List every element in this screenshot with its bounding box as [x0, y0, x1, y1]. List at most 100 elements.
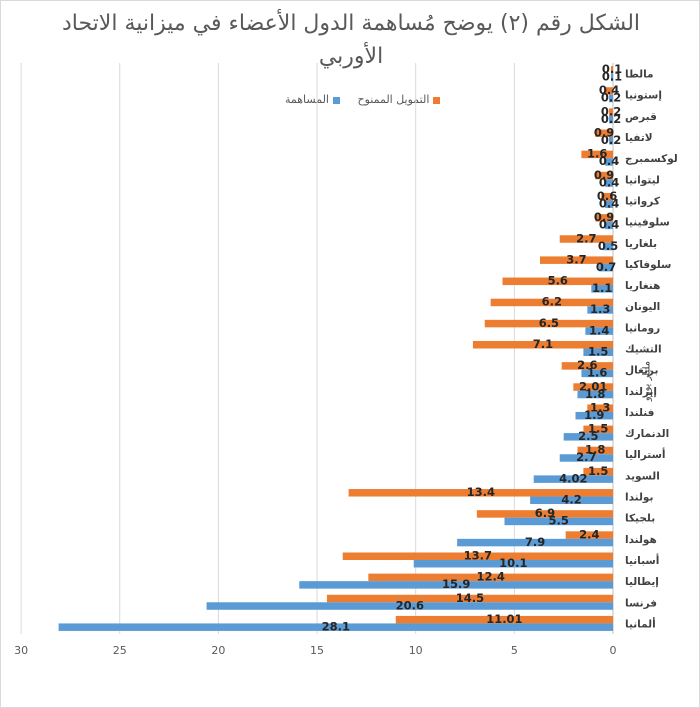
legend-label-funding: التمويل الممنوح	[357, 93, 430, 106]
contribution-bar	[206, 602, 613, 610]
contribution-bar	[504, 517, 613, 526]
funding-data-label: 3.7	[566, 252, 586, 266]
funding-data-label: 7.1	[533, 337, 553, 351]
category-label: السويد	[625, 470, 660, 482]
contribution-data-label: 28.1	[322, 619, 350, 633]
contribution-data-label: 0.4	[599, 196, 619, 210]
contribution-bar	[603, 242, 613, 251]
category-label: برتغال	[625, 365, 658, 377]
contribution-bar	[530, 496, 613, 505]
contribution-bar	[605, 158, 613, 166]
x-tick-label: 0	[610, 644, 617, 657]
funding-bar	[611, 66, 613, 74]
funding-bar	[581, 150, 613, 159]
contribution-data-label: 0.4	[599, 218, 619, 232]
contribution-data-label: 0.5	[598, 239, 618, 253]
x-tick-label: 10	[409, 644, 423, 657]
funding-data-label: 14.5	[456, 591, 484, 605]
contribution-bar	[563, 433, 613, 441]
x-tick-label: 25	[113, 644, 127, 657]
funding-bar	[559, 235, 613, 243]
funding-data-label: 0.4	[599, 83, 619, 97]
contribution-data-label: 0.7	[596, 260, 616, 274]
funding-data-label: 0.9	[594, 210, 614, 224]
funding-data-label: 1.5	[588, 464, 608, 478]
contribution-data-label: 5.5	[549, 514, 569, 528]
contribution-bar	[609, 137, 613, 145]
contribution-bar	[577, 390, 613, 399]
funding-bar	[484, 319, 613, 328]
contribution-data-label: 4.02	[559, 471, 587, 485]
contribution-bar	[413, 559, 613, 568]
contribution-bar	[609, 94, 613, 103]
legend-item-contribution: المساهمة	[285, 93, 340, 106]
contribution-bar	[587, 306, 613, 314]
category-label: بلجيكا	[625, 513, 655, 525]
contribution-data-label: 1.3	[590, 302, 610, 316]
category-label: مالطا	[625, 69, 654, 81]
contribution-bar	[58, 623, 614, 631]
contribution-bar	[605, 221, 613, 230]
contribution-bar	[591, 285, 613, 293]
funding-data-label: 0.2	[601, 104, 621, 118]
funding-data-label: 0.1	[602, 62, 622, 76]
funding-data-label: 6.9	[535, 506, 555, 520]
category-label: هنغاريا	[625, 280, 660, 292]
contribution-data-label: 1.6	[587, 366, 607, 380]
x-tick-label: 5	[511, 644, 518, 657]
contribution-data-label: 7.9	[525, 535, 545, 549]
contribution-data-label: 20.6	[396, 598, 424, 612]
funding-data-label: 1.5	[588, 422, 608, 436]
x-tick-label: 30	[14, 644, 28, 657]
contribution-data-label: 1.9	[584, 408, 604, 422]
funding-data-label: 5.6	[548, 274, 568, 288]
contribution-data-label: 2.5	[578, 429, 598, 443]
funding-bar	[348, 489, 613, 497]
funding-bar	[472, 341, 613, 349]
funding-bar	[539, 256, 613, 264]
contribution-bar	[609, 115, 613, 124]
funding-data-label: 11.01	[486, 612, 522, 626]
contribution-data-label: 0.4	[599, 175, 619, 189]
contribution-data-label: 0.4	[599, 154, 619, 168]
contribution-data-label: 1.4	[589, 323, 609, 337]
category-label: قبرص	[625, 111, 657, 123]
contribution-bar	[583, 348, 613, 356]
category-label: اليونان	[625, 301, 660, 313]
contribution-bar	[611, 73, 613, 82]
funding-bar	[583, 425, 613, 434]
funding-data-label: 1.6	[587, 147, 607, 161]
category-label: رومانيا	[625, 322, 660, 334]
contribution-bar	[299, 581, 613, 589]
category-label: أستراليا	[625, 447, 666, 461]
contribution-data-label: 0.1	[602, 70, 622, 84]
funding-data-label: 0.6	[597, 189, 617, 203]
chart-title: الشكل رقم (٢) يوضح مُساهمة الدول الأعضاء…	[61, 11, 641, 69]
funding-data-label: 6.5	[539, 316, 559, 330]
category-label: التشيك	[625, 344, 662, 356]
funding-bar	[605, 87, 613, 95]
funding-bar	[561, 362, 613, 370]
funding-bar	[595, 214, 613, 222]
funding-data-label: 0.9	[594, 126, 614, 140]
funding-bar	[368, 573, 613, 582]
contribution-bar	[457, 538, 613, 547]
category-label: هولندا	[625, 534, 657, 546]
contribution-data-label: 1.5	[588, 345, 608, 359]
funding-bar	[595, 129, 613, 138]
funding-data-label: 13.7	[464, 548, 492, 562]
category-label: أسبانيا	[625, 553, 659, 567]
category-label: إستونيا	[625, 90, 662, 102]
contribution-bar	[581, 369, 613, 378]
contribution-bar	[559, 454, 613, 462]
funding-data-label: 2.7	[576, 231, 596, 245]
legend-swatch-contribution	[333, 96, 340, 104]
contribution-data-label: 10.1	[499, 556, 527, 570]
contribution-bar	[575, 411, 613, 420]
contribution-data-label: 0.2	[601, 91, 621, 105]
contribution-data-label: 1.1	[592, 281, 612, 295]
funding-data-label: 2.01	[579, 379, 607, 393]
funding-bar	[395, 615, 613, 624]
funding-data-label: 2.6	[577, 358, 597, 372]
contribution-data-label: 2.7	[576, 450, 596, 464]
